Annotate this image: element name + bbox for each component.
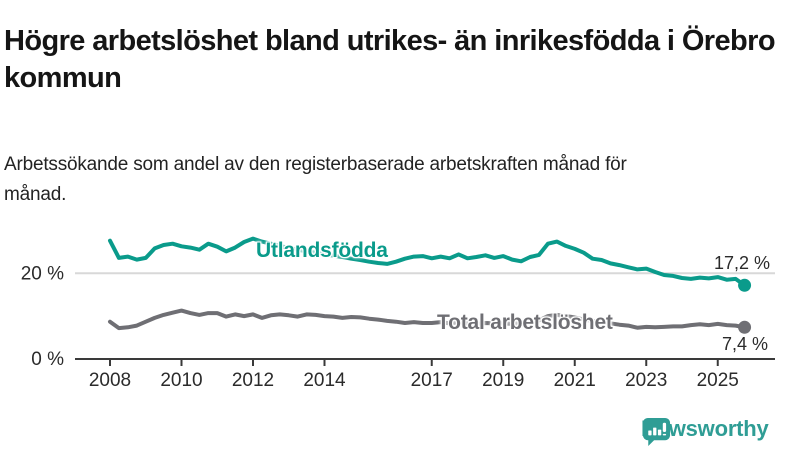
bar-chart-speech-bubble-icon <box>642 417 671 447</box>
x-tick-label: 2021 <box>554 370 596 391</box>
x-tick-label: 2010 <box>160 370 202 391</box>
series-label-utlandsfodda: Utlandsfödda <box>256 239 388 262</box>
series-label-total-arbetsloshet: Total arbetslöshet <box>437 311 613 334</box>
x-tick-label: 2017 <box>411 370 453 391</box>
x-tick-label: 2012 <box>232 370 274 391</box>
page-title: Högre arbetslöshet bland utrikes- än inr… <box>4 25 776 94</box>
series-line-total-arbetsloshet <box>108 308 747 331</box>
newsworthy-logo[interactable]: Newsworthy <box>641 416 769 447</box>
x-tick-label: 2025 <box>697 370 739 391</box>
y-tick-label: 20 % <box>21 263 64 284</box>
chart-subtitle: Arbetssökande som andel av den registerb… <box>4 154 627 206</box>
end-value-label-utlandsfodda: 17,2 % <box>713 253 770 273</box>
series-line-utlandsfodda <box>108 236 747 288</box>
series-end-dot-utlandsfodda <box>738 278 752 292</box>
y-tick-label: 0 % <box>31 349 64 370</box>
series-end-dot-total-arbetsloshet <box>738 320 752 334</box>
x-tick-label: 2008 <box>89 370 131 391</box>
x-tick-label: 2014 <box>303 370 346 391</box>
x-tick-label: 2019 <box>482 370 524 391</box>
x-tick-label: 2023 <box>625 370 667 391</box>
end-value-label-total-arbetsloshet: 7,4 % <box>721 334 768 354</box>
